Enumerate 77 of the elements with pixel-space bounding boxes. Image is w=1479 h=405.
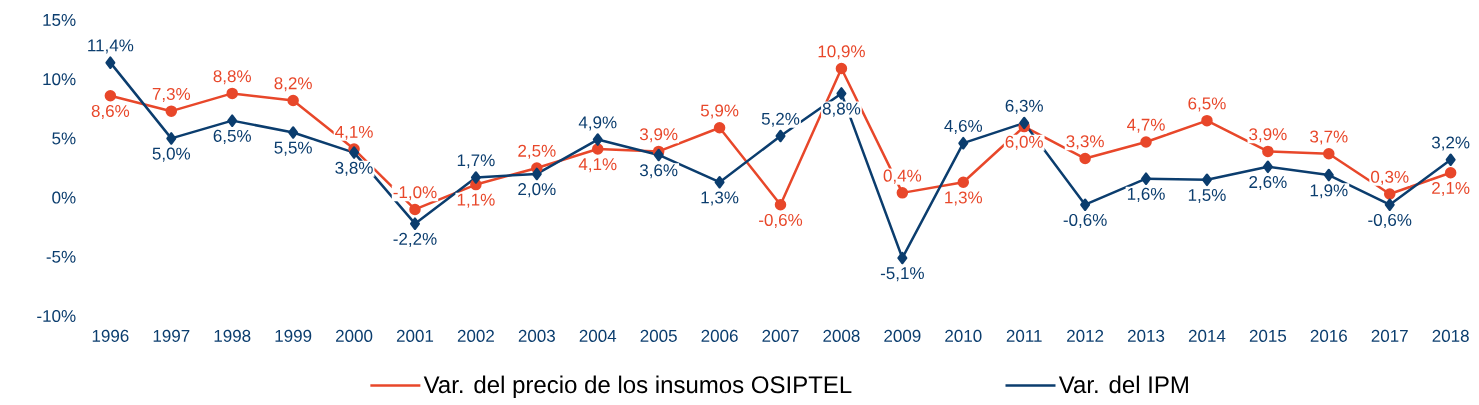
data-label: 4,7% <box>1127 118 1165 133</box>
data-label: 0,4% <box>883 169 922 184</box>
x-tick-label: 2017 <box>1371 329 1408 342</box>
y-tick-label: -5% <box>46 250 76 263</box>
x-tick-label: 2005 <box>640 329 677 342</box>
data-label: 1,1% <box>457 193 495 208</box>
data-label: 4,9% <box>578 116 617 131</box>
data-label: -1,0% <box>393 186 437 201</box>
data-label: 1,9% <box>1310 184 1348 199</box>
x-tick-label: 2013 <box>1127 329 1165 342</box>
data-label: 1,6% <box>1127 187 1165 202</box>
y-tick-label: 0% <box>52 191 76 204</box>
data-label: 3,8% <box>335 161 373 176</box>
data-label: 2,0% <box>518 183 556 198</box>
y-tick-label: 5% <box>52 132 76 145</box>
x-tick-label: 1998 <box>214 329 251 342</box>
data-label: 8,2% <box>274 77 312 92</box>
data-label: 1,3% <box>701 191 739 206</box>
x-tick-label: 2000 <box>336 329 373 342</box>
data-label: 5,2% <box>761 112 800 127</box>
data-label: 8,8% <box>822 102 861 117</box>
x-tick-label: 2001 <box>396 329 434 342</box>
data-label: 8,6% <box>91 104 130 120</box>
x-tick-label: 2002 <box>457 329 494 342</box>
x-tick-label: 1997 <box>153 329 190 342</box>
x-tick-label: 2015 <box>1249 329 1287 342</box>
x-tick-label: 2014 <box>1188 329 1226 342</box>
data-label: 5,9% <box>700 104 739 119</box>
data-label: -0,6% <box>759 213 803 228</box>
data-label: 3,7% <box>1310 130 1348 145</box>
x-tick-label: 2004 <box>579 329 617 342</box>
x-tick-label: 2009 <box>884 329 921 342</box>
data-label: 5,0% <box>152 147 191 162</box>
data-label: -2,2% <box>393 232 437 247</box>
data-label: 3,2% <box>1431 136 1470 151</box>
data-label: 4,1% <box>335 125 373 140</box>
data-label: 5,5% <box>274 141 312 156</box>
x-tick-label: 2008 <box>823 329 860 342</box>
x-tick-label: 2011 <box>1006 329 1042 342</box>
data-label: 6,3% <box>1005 99 1043 114</box>
legend-label: Var. del IPM <box>1058 375 1188 394</box>
x-tick-label: 2007 <box>762 329 799 342</box>
x-tick-label: 1996 <box>92 329 129 342</box>
data-label: 6,5% <box>1188 97 1226 112</box>
data-label: 1,5% <box>1188 189 1226 204</box>
data-label: 4,1% <box>578 158 617 173</box>
data-label: 3,9% <box>639 128 678 143</box>
data-label: 6,5% <box>213 129 251 144</box>
data-label: 10,9% <box>818 45 865 60</box>
x-tick-label: 2016 <box>1310 329 1347 342</box>
data-label: 1,3% <box>945 191 983 206</box>
data-label: 6,0% <box>1005 135 1043 150</box>
data-label: -5,1% <box>880 267 924 282</box>
data-label: 0,3% <box>1371 170 1409 185</box>
data-label: 3,6% <box>639 164 678 179</box>
data-label: 7,3% <box>152 87 191 102</box>
x-tick-label: 2010 <box>945 329 982 342</box>
data-label: 4,6% <box>944 119 983 134</box>
y-tick-label: 10% <box>43 73 76 86</box>
x-tick-label: 2003 <box>518 329 555 342</box>
data-label: 2,1% <box>1432 181 1470 196</box>
y-tick-label: 15% <box>43 14 76 26</box>
x-tick-label: 1999 <box>275 329 312 342</box>
data-label: 11,4% <box>88 39 134 54</box>
data-label: 1,7% <box>457 154 495 169</box>
data-label: -0,6% <box>1368 213 1412 228</box>
data-label: 2,5% <box>518 144 556 159</box>
legend-label: Var. del precio de los insumos OSIPTEL <box>423 375 852 398</box>
data-label: 3,3% <box>1066 135 1104 150</box>
data-label: 3,9% <box>1249 128 1287 143</box>
x-tick-label: 2018 <box>1432 329 1469 342</box>
x-tick-label: 2012 <box>1067 329 1104 342</box>
y-tick-label: -10% <box>37 309 76 323</box>
data-label: 2,6% <box>1249 176 1287 191</box>
x-tick-label: 2006 <box>701 329 738 342</box>
data-label: -0,6% <box>1063 213 1107 228</box>
data-label: 8,8% <box>213 70 251 85</box>
